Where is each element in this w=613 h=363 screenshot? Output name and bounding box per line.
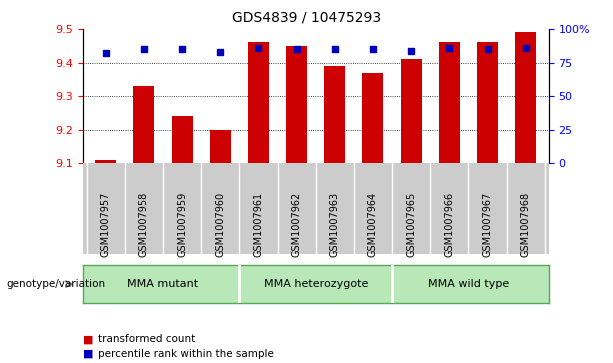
Bar [324, 66, 345, 163]
Text: MMA wild type: MMA wild type [428, 279, 509, 289]
Point [521, 45, 531, 51]
Point [368, 46, 378, 52]
Bar [134, 86, 154, 163]
Text: genotype/variation: genotype/variation [6, 279, 105, 289]
Bar [515, 32, 536, 163]
Bar [172, 116, 192, 163]
Text: MMA heterozygote: MMA heterozygote [264, 279, 368, 289]
Bar [362, 73, 384, 163]
Text: percentile rank within the sample: percentile rank within the sample [98, 349, 274, 359]
Bar [286, 46, 307, 163]
Point [139, 46, 149, 52]
Text: MMA mutant: MMA mutant [128, 279, 199, 289]
Point [177, 46, 187, 52]
Point [444, 45, 454, 51]
Bar [401, 59, 422, 163]
Point [406, 48, 416, 53]
Text: transformed count: transformed count [98, 334, 196, 344]
Bar [477, 42, 498, 163]
Bar [248, 42, 269, 163]
Text: ■: ■ [83, 334, 93, 344]
Point [330, 46, 340, 52]
Point [254, 45, 264, 51]
Point [101, 50, 110, 56]
Text: GDS4839 / 10475293: GDS4839 / 10475293 [232, 11, 381, 25]
Bar [95, 160, 116, 163]
Point [292, 46, 302, 52]
Point [215, 49, 225, 55]
Bar [439, 42, 460, 163]
Text: ■: ■ [83, 349, 93, 359]
Bar [210, 130, 230, 163]
Point [482, 46, 492, 52]
